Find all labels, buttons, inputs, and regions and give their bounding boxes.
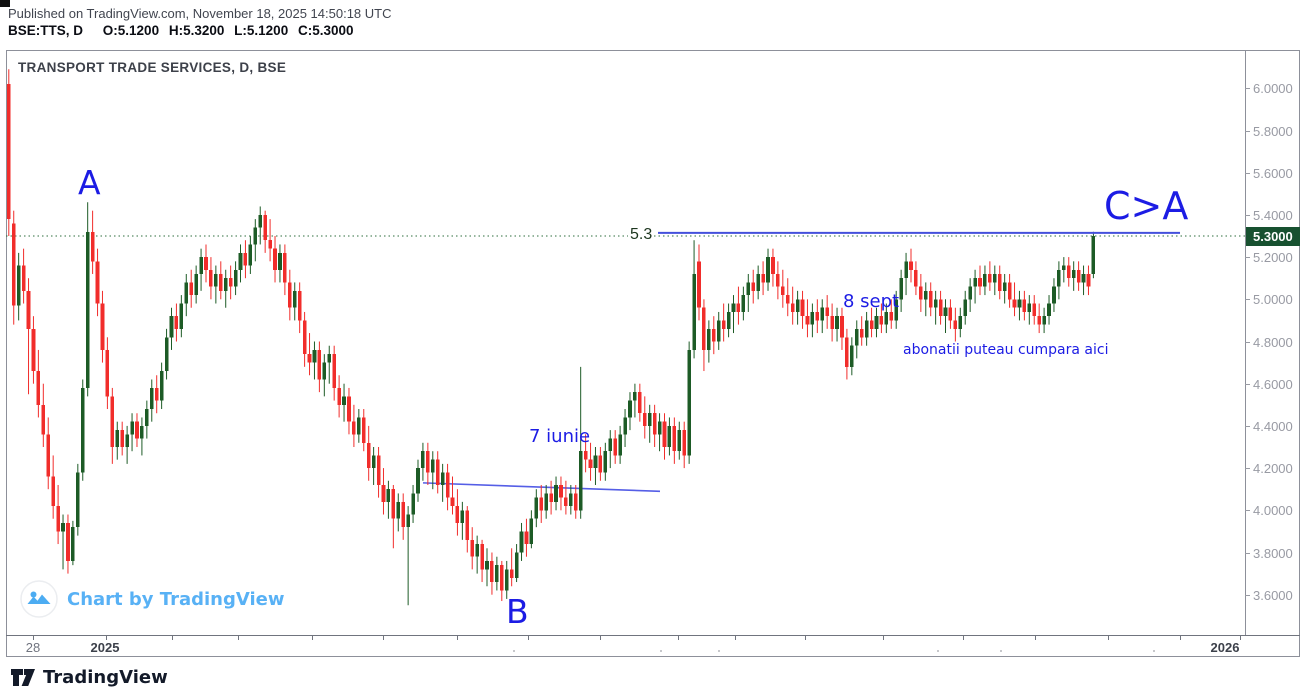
low-value: 5.1200 (246, 23, 289, 38)
price-tick-label: 4.6000 (1253, 376, 1293, 392)
price-tick-mark (1245, 88, 1250, 90)
price-tick-mark (1245, 130, 1250, 132)
annotation-point-a: A (78, 163, 101, 202)
annotation-subscribers-note: abonatii puteau cumpara aici (903, 342, 1109, 358)
symbol-label: BSE:TTS, D (8, 23, 84, 38)
time-tick-mark (963, 635, 964, 640)
price-tick-label: 3.8000 (1253, 545, 1293, 561)
time-faint-month-dot (718, 650, 720, 652)
high-label: H: (168, 23, 184, 38)
price-tick-label: 5.0000 (1253, 292, 1293, 308)
time-tick-mark (805, 635, 806, 640)
price-tick-label: 5.8000 (1253, 123, 1293, 139)
price-tick-label: 4.4000 (1253, 418, 1293, 434)
watermark-label: Chart by TradingView (67, 588, 285, 610)
open-value: 5.1200 (117, 23, 160, 38)
price-tick-label: 4.2000 (1253, 461, 1293, 477)
time-faint-month-dot (1153, 650, 1155, 652)
price-tick-label: 3.6000 (1253, 587, 1293, 603)
low-label: L: (234, 23, 247, 38)
close-value: 5.3000 (312, 23, 354, 38)
annotation-point-b: B (506, 592, 529, 631)
annotation-8-sept: 8 sept (843, 291, 900, 312)
price-tick-label: 4.0000 (1253, 503, 1293, 519)
annotation-c-gt-a: C>A (1104, 184, 1189, 228)
price-axis-separator (1245, 50, 1246, 635)
price-tick-label: 5.4000 (1253, 207, 1293, 223)
time-tick-mark (383, 635, 384, 640)
price-tick-mark (1245, 299, 1250, 301)
time-tick-mark (1035, 635, 1036, 640)
price-tick-label: 6.0000 (1253, 81, 1293, 97)
time-tick-mark (1108, 635, 1109, 640)
time-tick-mark (1240, 635, 1241, 640)
price-tick-mark (1245, 510, 1250, 512)
time-tick-mark (33, 635, 34, 640)
chart-title: TRANSPORT TRADE SERVICES, D, BSE (18, 60, 287, 75)
price-tick-mark (1245, 341, 1250, 343)
screenshot-corner-mark (0, 0, 10, 7)
tradingview-logo-icon (11, 668, 35, 686)
price-tick-mark (1245, 425, 1250, 427)
open-label: O: (102, 23, 118, 38)
time-tick-mark (106, 635, 107, 640)
tradingview-brand-link[interactable]: TradingView (10, 666, 168, 689)
time-label-28: 28 (25, 640, 41, 655)
time-tick-mark (238, 635, 239, 640)
price-tick-mark (1245, 383, 1250, 385)
price-tick-label: 4.8000 (1253, 334, 1293, 350)
annotation-7-iunie: 7 iunie (529, 426, 591, 447)
price-tick-mark (1245, 214, 1250, 216)
time-tick-mark (600, 635, 601, 640)
price-tick-mark (1245, 468, 1250, 470)
price-tick-mark (1245, 172, 1250, 174)
footer-bar: TradingView (0, 658, 1301, 696)
time-tick-mark (1180, 635, 1181, 640)
time-faint-month-dot (1000, 650, 1002, 652)
price-tick-label: 5.2000 (1253, 250, 1293, 266)
symbol-ohlc-line: BSE:TTS, D O:5.1200 H:5.3200 L:5.1200 C:… (8, 23, 354, 38)
time-tick-mark (312, 635, 313, 640)
price-tick-mark (1245, 552, 1250, 554)
time-faint-month-dot (660, 650, 662, 652)
price-tick-mark (1245, 257, 1250, 259)
annotation-level-5-3: 5.3 (628, 226, 655, 244)
tradingview-brand-text: TradingView (43, 666, 168, 688)
publish-info: Published on TradingView.com, November 1… (8, 6, 392, 21)
tradingview-watermark[interactable]: Chart by TradingView (20, 580, 285, 618)
time-label-2025: 2025 (90, 640, 120, 655)
time-tick-mark (678, 635, 679, 640)
high-value: 5.3200 (183, 23, 225, 38)
time-faint-month-dot (937, 650, 939, 652)
time-label-2026: 2026 (1210, 640, 1240, 655)
time-tick-mark (172, 635, 173, 640)
time-tick-mark (735, 635, 736, 640)
time-tick-mark (528, 635, 529, 640)
close-label: C: (297, 23, 313, 38)
last-price-value: 5.3000 (1253, 229, 1293, 244)
last-price-badge: 5.3000 (1246, 227, 1300, 246)
chart-frame (6, 50, 1300, 657)
time-axis-line (6, 635, 1300, 636)
price-tick-mark (1245, 594, 1250, 596)
time-tick-mark (457, 635, 458, 640)
price-tick-label: 5.6000 (1253, 165, 1293, 181)
time-tick-mark (883, 635, 884, 640)
time-faint-month-dot (513, 650, 515, 652)
chart-watermark-icon (20, 580, 58, 618)
